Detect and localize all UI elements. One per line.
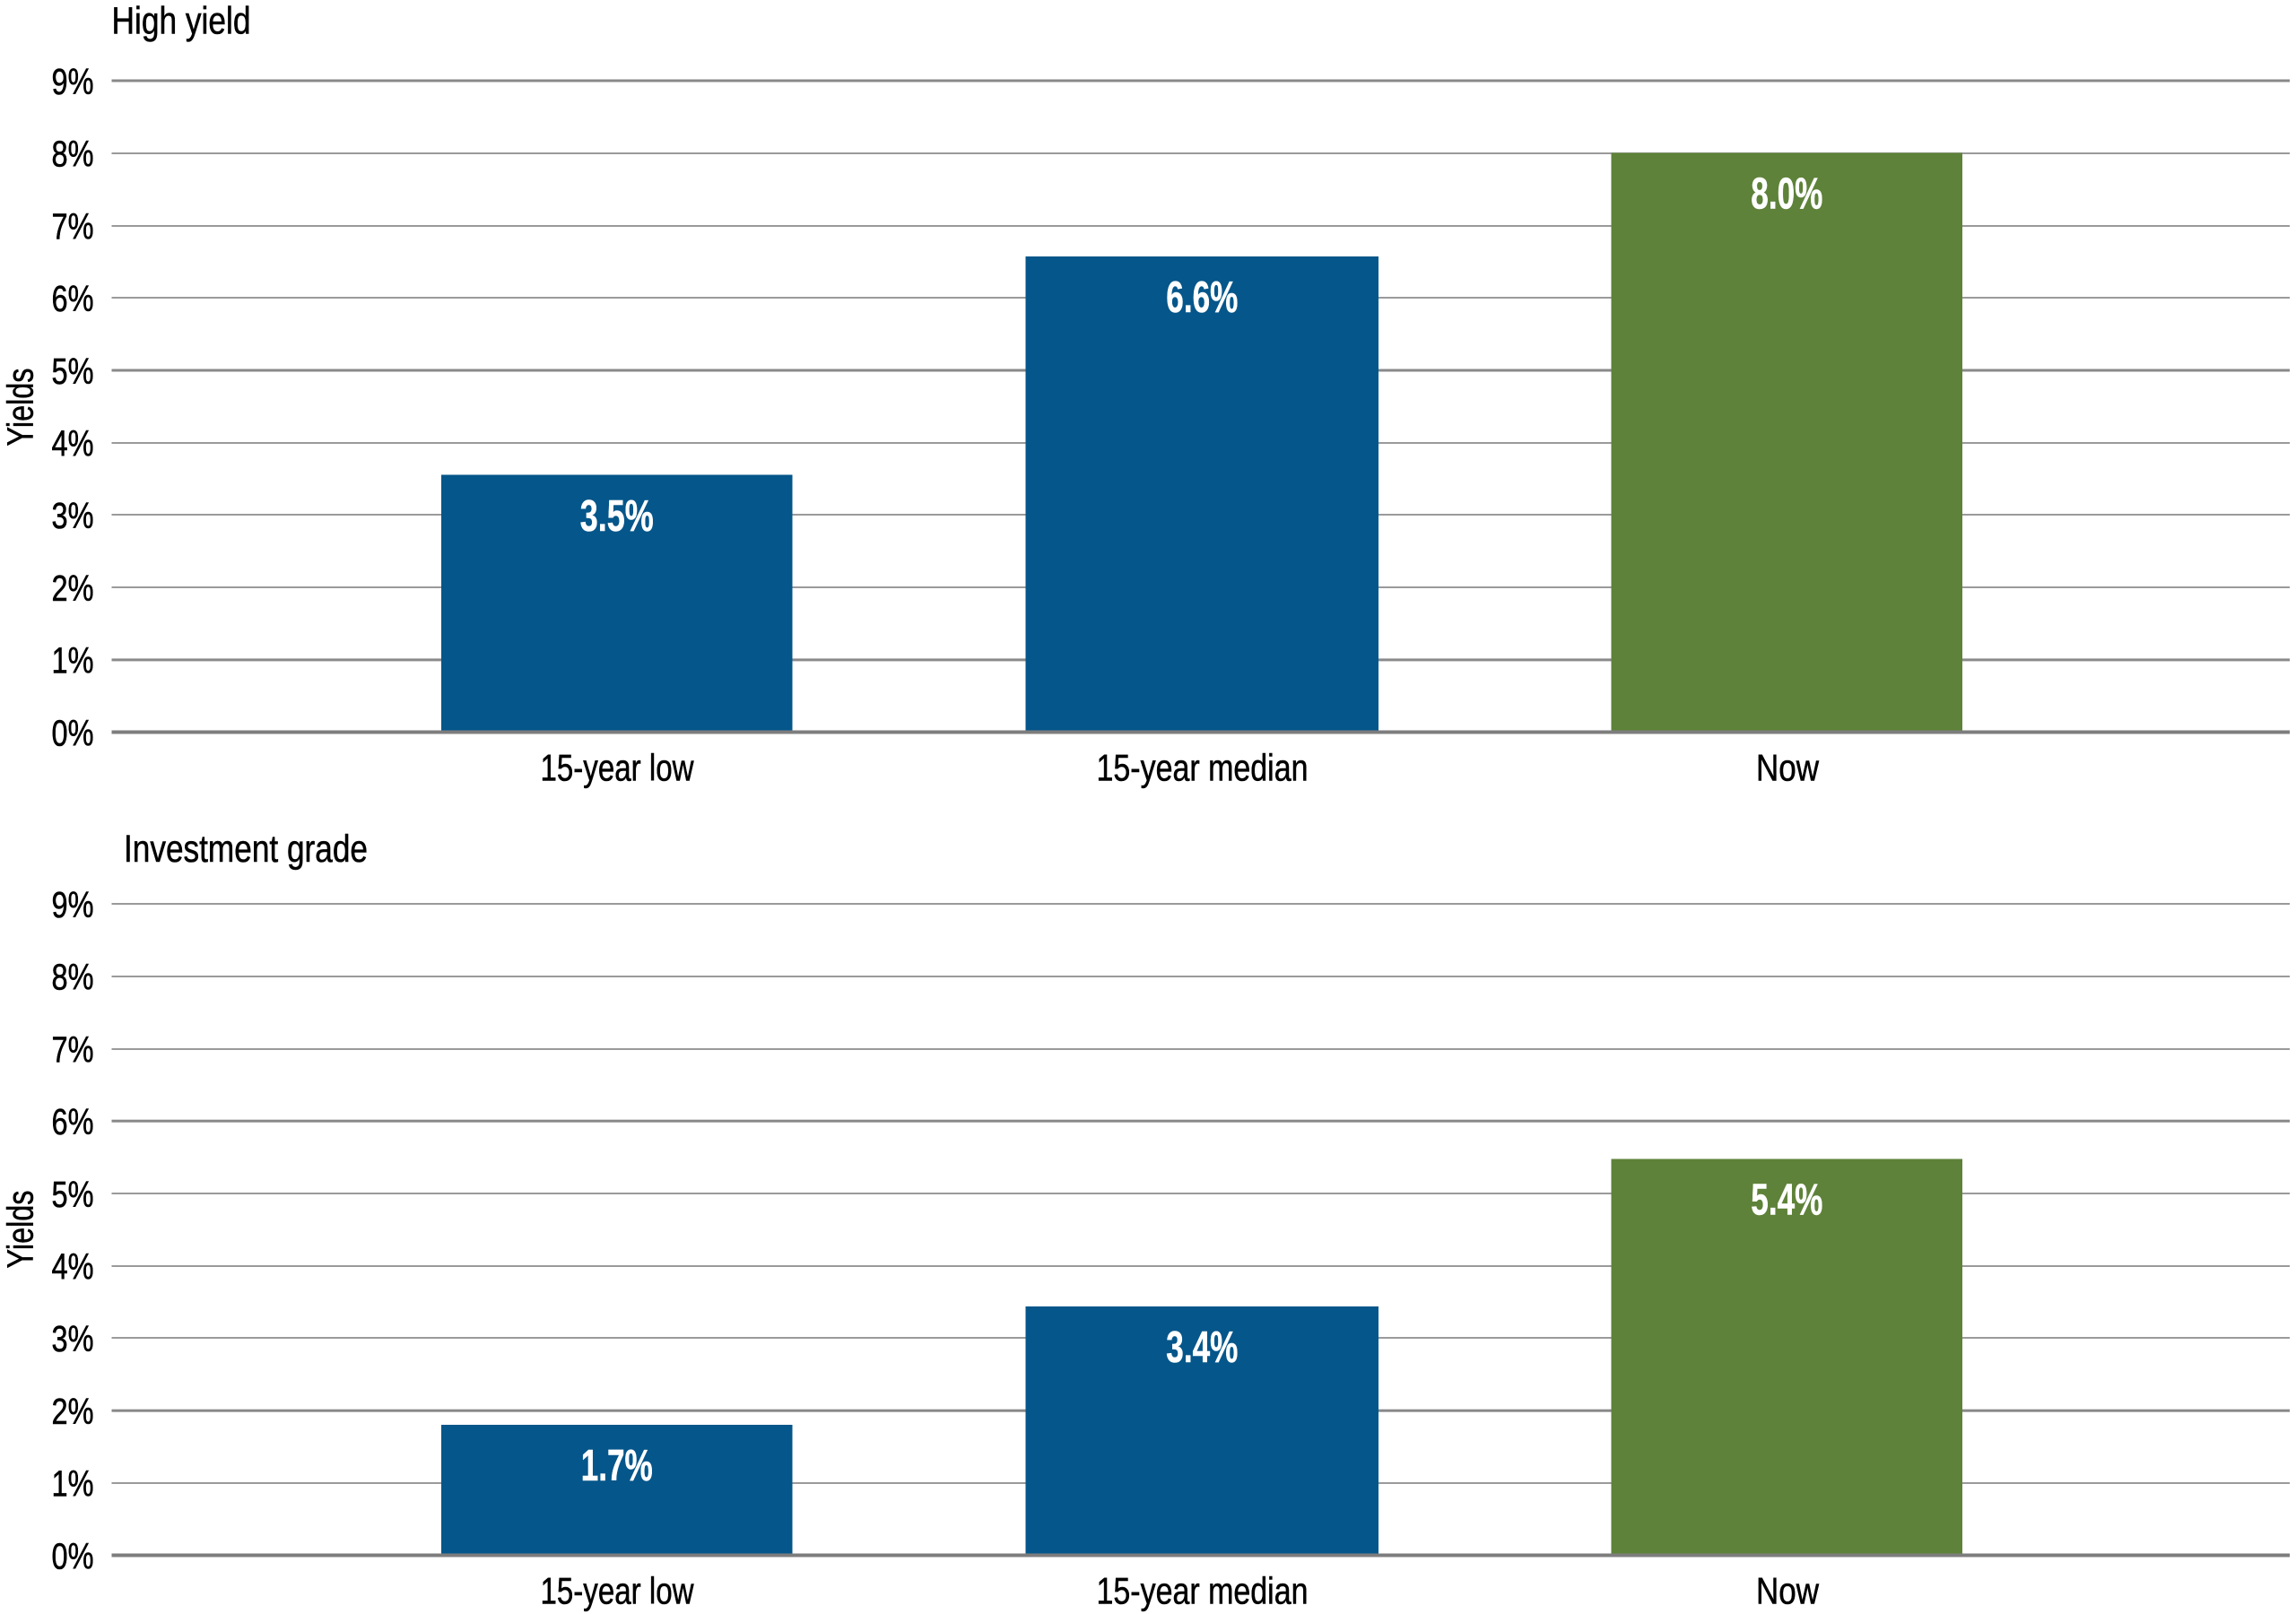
svg-text:5%: 5% (52, 351, 94, 392)
svg-text:15-year low: 15-year low (541, 747, 695, 789)
svg-text:2%: 2% (52, 1391, 94, 1432)
svg-text:0%: 0% (52, 1535, 94, 1576)
svg-text:9%: 9% (52, 61, 94, 102)
svg-text:7%: 7% (52, 205, 94, 247)
svg-text:7%: 7% (52, 1028, 94, 1070)
svg-text:Yields: Yields (0, 1191, 41, 1269)
svg-text:5.4%: 5.4% (1751, 1176, 1822, 1225)
svg-text:1%: 1% (52, 1463, 94, 1505)
svg-text:1.7%: 1.7% (581, 1441, 653, 1490)
svg-text:Yields: Yields (0, 369, 41, 447)
svg-text:Now: Now (1756, 747, 1820, 789)
svg-text:8%: 8% (52, 957, 94, 998)
svg-text:4%: 4% (52, 423, 94, 464)
svg-text:6%: 6% (52, 278, 94, 319)
svg-text:8%: 8% (52, 134, 94, 175)
svg-text:4%: 4% (52, 1246, 94, 1288)
svg-text:15-year median: 15-year median (1097, 747, 1309, 789)
svg-text:1%: 1% (52, 640, 94, 681)
svg-text:Now: Now (1756, 1569, 1820, 1611)
svg-text:Investment grade: Investment grade (124, 828, 368, 871)
svg-text:15-year median: 15-year median (1097, 1569, 1309, 1611)
svg-text:0%: 0% (52, 712, 94, 753)
svg-text:3.5%: 3.5% (580, 491, 654, 541)
svg-text:9%: 9% (52, 884, 94, 925)
svg-text:2%: 2% (52, 568, 94, 609)
svg-text:15-year low: 15-year low (541, 1569, 695, 1611)
svg-text:6.6%: 6.6% (1166, 273, 1238, 322)
svg-text:High yield: High yield (112, 0, 251, 42)
svg-text:5%: 5% (52, 1174, 94, 1215)
svg-text:6%: 6% (52, 1101, 94, 1142)
svg-text:3%: 3% (52, 495, 94, 536)
svg-text:3%: 3% (52, 1318, 94, 1359)
svg-text:3.4%: 3.4% (1166, 1323, 1238, 1372)
svg-text:8.0%: 8.0% (1751, 169, 1822, 219)
